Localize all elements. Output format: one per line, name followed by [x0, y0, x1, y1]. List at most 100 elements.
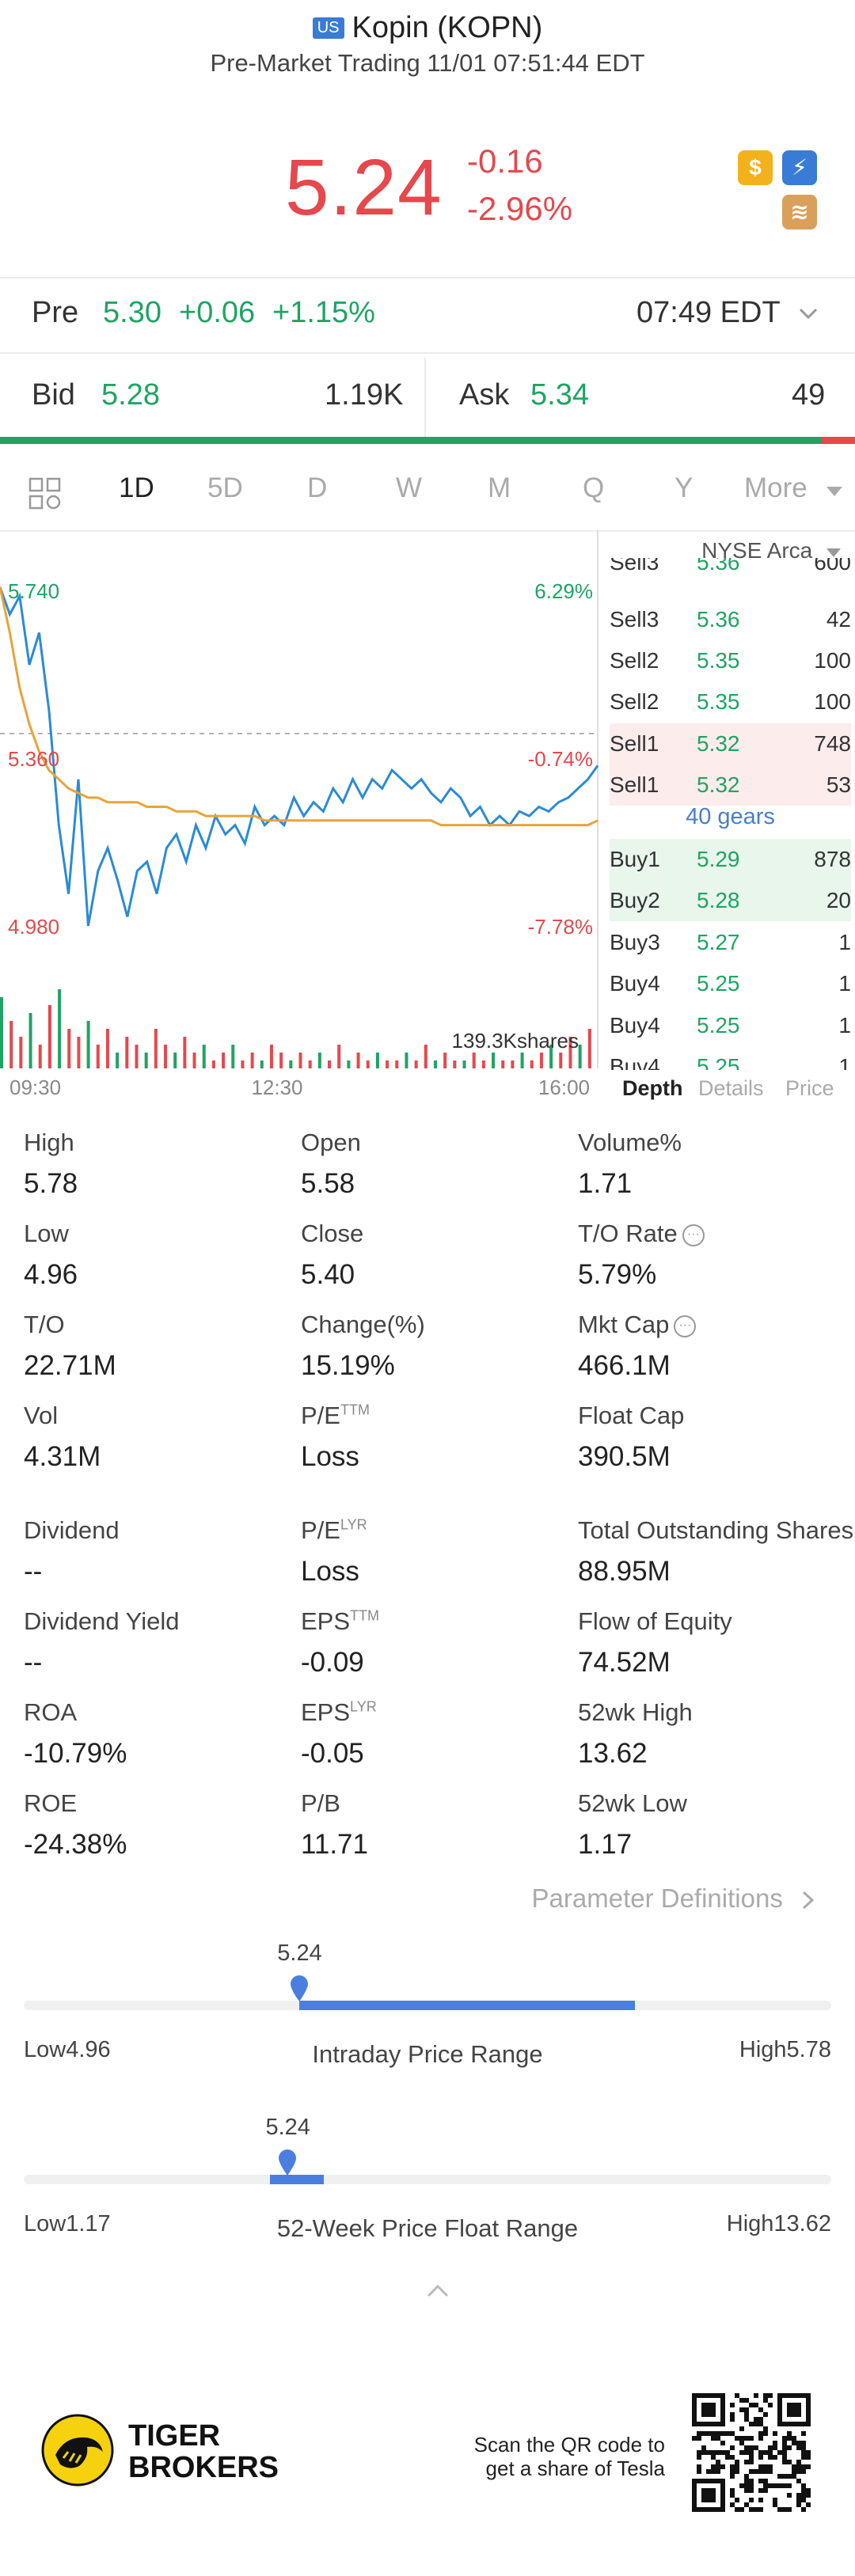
grid-layout-icon[interactable] [28, 477, 62, 510]
tab-q[interactable]: Q [583, 472, 605, 503]
tab-5d[interactable]: 5D [207, 472, 243, 503]
exchange-selector[interactable]: NYSE Arca [701, 538, 841, 563]
qr-module [697, 2469, 701, 2474]
qr-module [754, 2507, 758, 2512]
order-book-row[interactable]: Buy4 5.25 1 [610, 963, 851, 1004]
qr-module [758, 2464, 763, 2469]
order-side: Buy3 [610, 930, 660, 954]
qr-module [744, 2479, 749, 2483]
qr-module [768, 2464, 773, 2469]
qr-module [782, 2445, 787, 2450]
qr-module [730, 2403, 735, 2407]
tab-d[interactable]: D [307, 472, 328, 503]
tab-y[interactable]: Y [674, 472, 694, 503]
volume-bar [77, 1037, 81, 1068]
qr-module [716, 2431, 720, 2436]
volume-bar [559, 1053, 563, 1068]
stack-icon[interactable]: ≋ [782, 195, 817, 230]
qr-module [758, 2479, 763, 2483]
qr-module [730, 2431, 735, 2436]
qr-finder [701, 2403, 716, 2417]
gears-count[interactable]: 40 gears [686, 804, 775, 829]
order-book-row[interactable]: Buy4 5.25 1 [610, 1046, 851, 1070]
caret-down-icon[interactable] [826, 487, 842, 498]
tab-1d[interactable]: 1D [119, 472, 154, 503]
qr-module [749, 2469, 754, 2474]
qr-module [744, 2474, 749, 2479]
qr-module [796, 2464, 801, 2469]
pre-label: Pre [32, 296, 79, 329]
qr-module [782, 2507, 787, 2512]
dollar-icon[interactable]: $ [738, 150, 773, 185]
order-book-row[interactable]: Sell2 5.35 100 [610, 640, 851, 681]
intraday-high: High5.78 [739, 2037, 831, 2062]
order-book-row[interactable]: Buy1 5.29 878 [610, 839, 851, 880]
tab-price[interactable]: Price [785, 1076, 834, 1100]
order-book-row[interactable]: Buy3 5.27 1 [610, 922, 851, 963]
ask-size: 49 [792, 378, 826, 412]
order-book-tabs: Depth Details Price [610, 1076, 851, 1108]
parameter-definitions-link[interactable]: Parameter Definitions [532, 1884, 815, 1914]
info-icon[interactable]: ··· [674, 1315, 697, 1337]
volume-bar [222, 1053, 226, 1068]
volume-bar [211, 1060, 215, 1068]
order-book-row[interactable]: Sell3 5.36 42 [610, 599, 851, 640]
qr-module [787, 2445, 792, 2450]
qr-module [730, 2445, 735, 2450]
volume-bar [298, 1053, 302, 1068]
volume-bar [192, 1053, 196, 1068]
qr-module [782, 2460, 787, 2464]
qr-module [730, 2455, 735, 2460]
chevron-up-icon[interactable] [426, 2282, 450, 2298]
lightning-icon[interactable]: ⚡ [782, 150, 817, 185]
qr-module [792, 2464, 796, 2469]
pe-lyr-value: Loss [301, 1556, 359, 1587]
qr-module [768, 2469, 773, 2474]
flow-equity-value: 74.52M [578, 1647, 671, 1678]
qr-module [735, 2469, 739, 2474]
qr-module [711, 2469, 716, 2474]
qr-module [796, 2441, 801, 2445]
order-book-row[interactable]: Buy2 5.28 20 [610, 880, 851, 921]
week52-range-fill [270, 2175, 325, 2184]
order-qty: 878 [814, 847, 851, 871]
qr-module [792, 2441, 796, 2445]
pb-label: P/B [301, 1789, 340, 1817]
order-book-row[interactable]: Sell2 5.35 100 [610, 681, 851, 723]
volume-bar [260, 1060, 264, 1068]
pre-market-row[interactable]: Pre 5.30 +0.06 +1.15% 07:49 EDT [0, 279, 855, 348]
volume-bar [173, 1053, 177, 1068]
series-line-0 [0, 586, 599, 927]
high-value: 5.78 [24, 1168, 78, 1199]
intraday-range-fill [299, 2001, 635, 2010]
tab-more[interactable]: More [744, 472, 808, 503]
volume-bar [414, 1060, 418, 1068]
info-icon[interactable]: ··· [682, 1224, 705, 1246]
chevron-down-icon[interactable] [798, 307, 819, 321]
intraday-chart[interactable]: 5.740 5.360 4.980 6.29% -0.74% -7.78% 139.3Ksh… [0, 530, 610, 1108]
order-book-row[interactable]: Buy4 5.25 1 [610, 1005, 851, 1046]
qr-module [773, 2441, 777, 2445]
tab-details[interactable]: Details [698, 1076, 764, 1100]
volume-bar [386, 1060, 390, 1068]
qr-module [768, 2445, 773, 2450]
float-cap-label: Float Cap [578, 1402, 685, 1429]
tab-w[interactable]: W [396, 472, 423, 503]
qr-module [692, 2436, 697, 2441]
price-change-pct: -2.96% [467, 190, 573, 227]
y-axis-label-right: 6.29% [534, 579, 593, 603]
volume-bar [549, 1045, 553, 1068]
order-price: 5.25 [697, 971, 740, 996]
order-book-row[interactable]: Sell3 5.36 600 [610, 558, 851, 585]
qr-module [735, 2498, 739, 2502]
tab-depth[interactable]: Depth [622, 1076, 683, 1100]
qr-module [749, 2436, 754, 2441]
qr-code[interactable] [692, 2393, 811, 2512]
to-rate-label: T/O Rate [578, 1220, 678, 1247]
qr-module [787, 2436, 792, 2441]
order-book-row[interactable]: Sell1 5.32 53 [610, 764, 851, 806]
tab-m[interactable]: M [488, 472, 511, 503]
order-book-row[interactable]: Sell1 5.32 748 [610, 723, 851, 764]
qr-module [730, 2412, 735, 2417]
qr-module [768, 2450, 773, 2455]
